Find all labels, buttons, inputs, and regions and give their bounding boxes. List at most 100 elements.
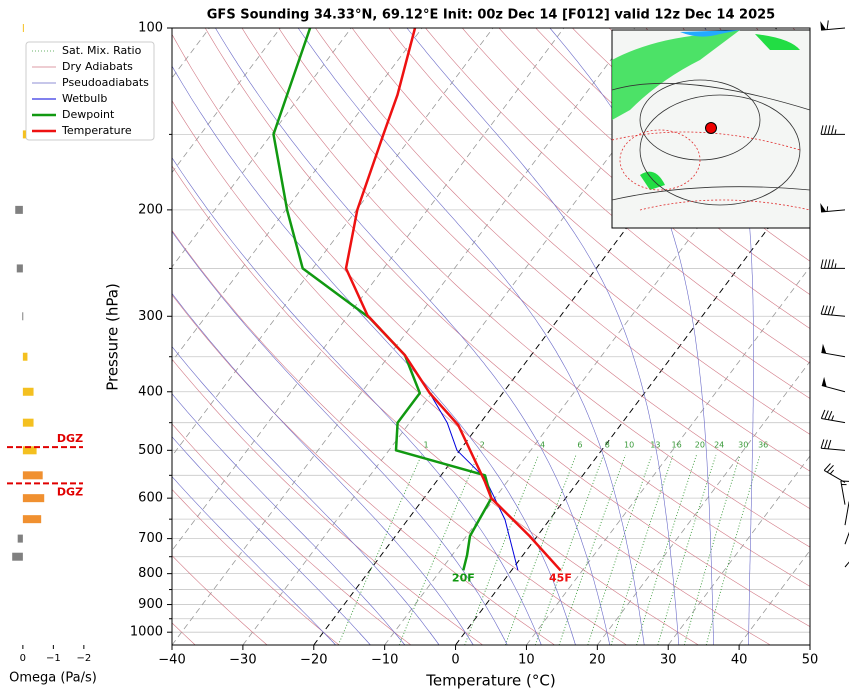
profile-line	[404, 354, 519, 571]
mixing-ratio-line	[337, 454, 423, 645]
moist-adiabat	[406, 28, 680, 645]
barb-feather	[827, 411, 833, 420]
y-tick-label: 600	[138, 491, 163, 506]
mixing-ratio-label: 2	[480, 441, 485, 450]
wind-barb	[820, 203, 846, 213]
barb-staff	[821, 385, 846, 393]
wind-barb	[821, 343, 846, 358]
wind-barb	[821, 376, 846, 393]
barb-pennant	[820, 203, 827, 212]
barb-pennant	[821, 343, 827, 354]
x-axis-label: Temperature (°C)	[425, 672, 555, 690]
isotherm	[172, 28, 636, 645]
moist-adiabat	[172, 393, 406, 645]
mixing-ratio-line	[610, 454, 674, 645]
mixing-ratio-line	[657, 454, 717, 645]
barb-staff	[844, 561, 849, 568]
wind-barb	[820, 305, 846, 317]
x-tick-label: 30	[660, 653, 677, 668]
barb-half	[826, 206, 829, 212]
barb-feather	[831, 125, 834, 135]
moist-adiabat	[215, 28, 611, 645]
barb-staff	[821, 352, 846, 358]
y-tick-label: 200	[138, 202, 163, 217]
dry-adiabat	[278, 28, 810, 510]
x-tick-label: 40	[731, 653, 748, 668]
legend: Sat. Mix. Ratio Dry Adiabats Pseudoadiabat…	[25, 41, 155, 141]
isotherm	[526, 266, 810, 645]
moist-adiabat	[172, 476, 336, 645]
omega-bar	[15, 205, 23, 214]
mixing-ratio-label: 10	[624, 441, 634, 450]
dry-adiabat	[172, 294, 555, 645]
omega-bar	[22, 494, 45, 503]
y-tick-label: 100	[138, 21, 163, 36]
x-tick-label: 10	[518, 653, 535, 668]
barb-half	[834, 263, 837, 269]
legend-label: Pseudoadiabats	[62, 76, 149, 89]
barb-staff	[844, 531, 849, 545]
barb-feather	[824, 410, 829, 420]
barb-feather	[831, 259, 834, 269]
mixing-ratio-line	[683, 454, 741, 645]
mixing-ratio-line	[636, 454, 697, 645]
mixing-ratio-line	[398, 454, 479, 645]
highlight-isotherm	[455, 171, 810, 645]
dry-adiabat	[462, 28, 810, 329]
mixing-ratio-label: 24	[714, 441, 724, 450]
wind-barb	[844, 531, 849, 545]
mixing-ratio-line	[587, 454, 653, 645]
y-axis-label: Pressure (hPa)	[104, 283, 122, 391]
wind-barb	[844, 561, 849, 568]
dry-adiabat	[351, 28, 810, 435]
barb-pennant	[820, 21, 827, 31]
omega-bar	[22, 446, 37, 455]
omega-tick-label: −2	[76, 653, 91, 664]
y-tick-label: 400	[138, 384, 163, 399]
barb-staff	[821, 209, 846, 213]
barb-feather	[820, 305, 825, 315]
mixing-ratio-line	[504, 454, 577, 645]
mixing-ratio-line	[464, 454, 540, 645]
wind-barb	[820, 20, 846, 31]
omega-bar	[22, 471, 43, 480]
chart-title: GFS Sounding 34.33°N, 69.12°E Init: 00z …	[207, 8, 775, 23]
profile-line	[272, 28, 493, 571]
barb-feather	[824, 125, 827, 135]
mixing-ratio-line	[558, 454, 626, 645]
moist-adiabat	[172, 436, 371, 645]
x-tick-label: −20	[300, 653, 327, 668]
barb-half	[829, 469, 835, 475]
mixing-ratio-label: 16	[671, 441, 681, 450]
profile-line	[344, 28, 562, 572]
legend-label: Dewpoint	[62, 108, 115, 121]
dry-adiabat	[315, 28, 810, 472]
surface-label: 20F	[452, 571, 475, 584]
x-tick-label: −40	[158, 653, 185, 668]
plot-frame	[171, 27, 811, 646]
wind-barb	[823, 463, 846, 483]
dry-adiabat	[172, 165, 699, 645]
barb-feather	[826, 20, 829, 30]
dry-adiabat	[172, 100, 771, 645]
barb-feather	[831, 306, 835, 316]
barb-feather	[820, 409, 826, 419]
barb-feather	[824, 305, 828, 315]
barb-feather	[827, 439, 832, 449]
isotherm	[172, 28, 281, 174]
inset-map	[611, 29, 811, 229]
omega-bar	[22, 387, 34, 396]
omega-bar	[17, 534, 23, 543]
x-tick-label: 0	[451, 653, 459, 668]
barb-feather	[824, 259, 827, 269]
omega-bar	[22, 312, 24, 321]
y-tick-label: 300	[138, 309, 163, 324]
omega-bar	[22, 24, 24, 32]
mixing-ratio-label: 6	[577, 441, 582, 450]
dry-adiabat	[241, 28, 810, 548]
omega-bar	[22, 418, 34, 427]
barb-feather	[827, 259, 831, 269]
omega-axis-label: Omega (Pa/s)	[9, 671, 97, 686]
